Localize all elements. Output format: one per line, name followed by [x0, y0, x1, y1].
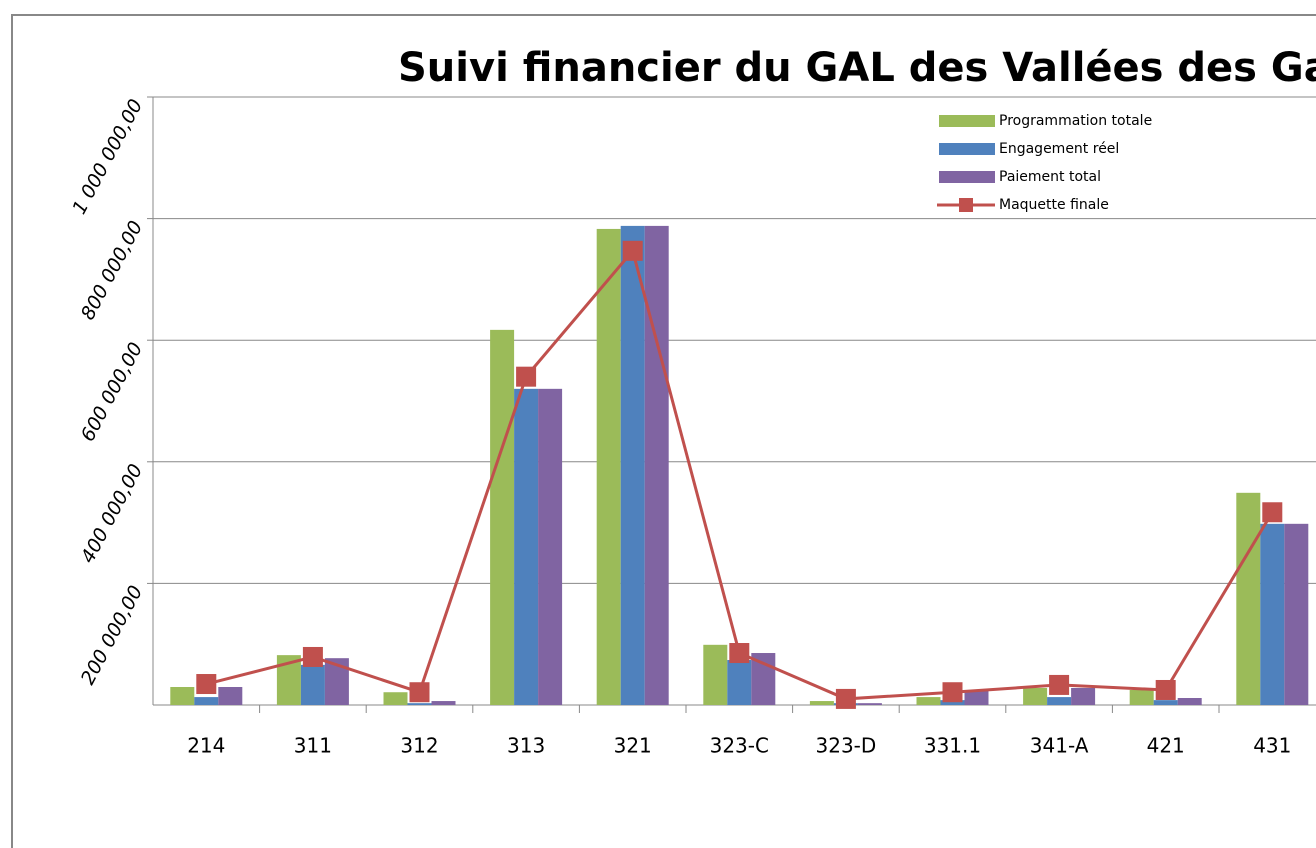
bar — [620, 225, 645, 705]
bar — [1284, 523, 1309, 705]
bar — [1129, 689, 1154, 705]
bar — [1071, 687, 1096, 705]
x-tick-label: 321 — [614, 734, 652, 758]
x-tick-label: 214 — [187, 734, 225, 758]
bar — [1177, 698, 1202, 705]
x-tick-label: 313 — [507, 734, 545, 758]
legend-swatch — [939, 171, 995, 183]
legend-swatch — [939, 115, 995, 127]
x-tick-label: 341-A — [1030, 734, 1089, 758]
bar — [751, 653, 776, 705]
bar — [218, 687, 243, 705]
bar — [170, 687, 195, 705]
x-tick-label: 431 — [1253, 734, 1291, 758]
line-marker — [196, 674, 217, 695]
bar — [727, 660, 752, 705]
legend-swatch — [939, 143, 995, 155]
bar — [1260, 523, 1285, 705]
x-tick-label: 421 — [1147, 734, 1185, 758]
x-tick-label: 323-C — [710, 734, 769, 758]
legend-label: Programmation totale — [999, 113, 1152, 129]
line-marker — [1049, 674, 1070, 695]
bar — [809, 701, 834, 705]
bar — [916, 697, 941, 705]
x-tick-label: 312 — [400, 734, 438, 758]
line-marker — [516, 366, 537, 387]
line-marker — [1262, 502, 1283, 523]
bar — [407, 703, 432, 705]
chart-title: Suivi financier du GAL des Vallées des G… — [398, 45, 1316, 91]
x-tick-label: 311 — [294, 734, 332, 758]
bar — [490, 329, 515, 705]
bar — [431, 701, 456, 705]
line-marker — [942, 682, 963, 703]
x-tick-label: 323-D — [816, 734, 877, 758]
bar — [1023, 687, 1048, 705]
line-marker — [835, 688, 856, 709]
bar — [703, 644, 728, 705]
bar — [300, 664, 325, 705]
bar — [596, 228, 621, 705]
bar — [538, 388, 563, 705]
bar — [1236, 492, 1261, 705]
line-marker — [302, 646, 323, 667]
bar — [964, 689, 989, 705]
bar — [383, 692, 408, 705]
legend-label: Engagement réel — [999, 141, 1119, 157]
bar — [1153, 700, 1178, 705]
bar — [940, 700, 965, 705]
x-tick-label: 331.1 — [924, 734, 981, 758]
bar — [1047, 697, 1072, 705]
line-marker — [622, 240, 643, 261]
bar — [857, 703, 882, 705]
bar — [514, 388, 539, 705]
legend-label: Maquette finale — [999, 197, 1109, 213]
line-marker — [1155, 679, 1176, 700]
line-marker — [729, 643, 750, 664]
legend-marker — [959, 198, 973, 212]
line-marker — [409, 682, 430, 703]
bar — [644, 225, 669, 705]
legend-label: Paiement total — [999, 169, 1101, 185]
bar — [194, 697, 219, 705]
